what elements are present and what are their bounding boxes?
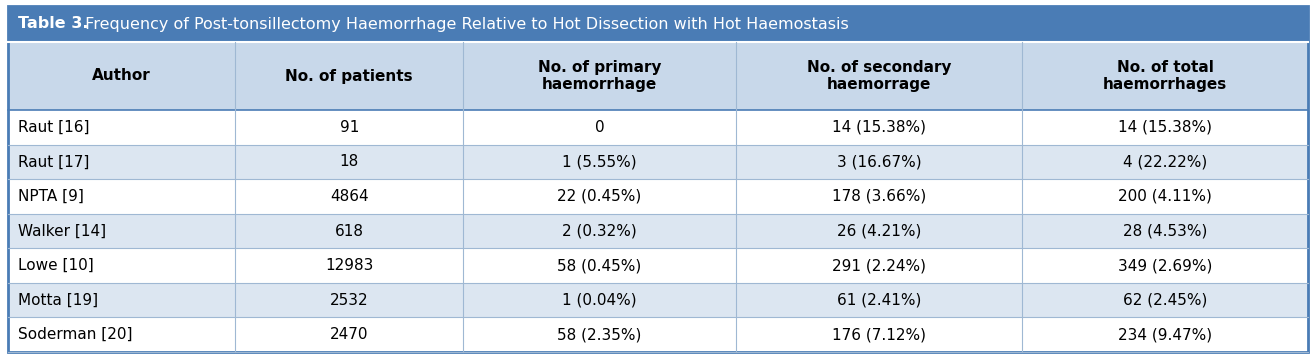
Text: 4864: 4864 bbox=[330, 189, 368, 204]
Text: 349 (2.69%): 349 (2.69%) bbox=[1117, 258, 1212, 273]
Text: Walker [14]: Walker [14] bbox=[18, 223, 107, 238]
Text: 62 (2.45%): 62 (2.45%) bbox=[1123, 292, 1207, 308]
Text: 26 (4.21%): 26 (4.21%) bbox=[837, 223, 921, 238]
Text: 178 (3.66%): 178 (3.66%) bbox=[832, 189, 926, 204]
Text: Frequency of Post-tonsillectomy Haemorrhage Relative to Hot Dissection with Hot : Frequency of Post-tonsillectomy Haemorrh… bbox=[80, 16, 849, 32]
Text: 291 (2.24%): 291 (2.24%) bbox=[832, 258, 926, 273]
Bar bbox=[8, 248, 1308, 283]
Text: 4 (22.22%): 4 (22.22%) bbox=[1123, 154, 1207, 169]
Text: 61 (2.41%): 61 (2.41%) bbox=[837, 292, 921, 308]
Text: NPTA [9]: NPTA [9] bbox=[18, 189, 84, 204]
Text: No. of secondary
haemorrage: No. of secondary haemorrage bbox=[807, 60, 951, 92]
Text: 176 (7.12%): 176 (7.12%) bbox=[832, 327, 926, 342]
Bar bbox=[8, 214, 1308, 248]
Bar bbox=[8, 179, 1308, 214]
Text: 14 (15.38%): 14 (15.38%) bbox=[832, 120, 926, 135]
Text: No. of patients: No. of patients bbox=[286, 68, 413, 83]
Bar bbox=[8, 110, 1308, 145]
Text: 200 (4.11%): 200 (4.11%) bbox=[1119, 189, 1212, 204]
Text: 0: 0 bbox=[595, 120, 604, 135]
Text: Table 3.: Table 3. bbox=[18, 16, 88, 32]
Text: 58 (2.35%): 58 (2.35%) bbox=[557, 327, 642, 342]
Text: Raut [16]: Raut [16] bbox=[18, 120, 89, 135]
Text: 618: 618 bbox=[334, 223, 363, 238]
Text: 1 (0.04%): 1 (0.04%) bbox=[562, 292, 637, 308]
Text: 12983: 12983 bbox=[325, 258, 374, 273]
Text: 28 (4.53%): 28 (4.53%) bbox=[1123, 223, 1207, 238]
Text: Soderman [20]: Soderman [20] bbox=[18, 327, 133, 342]
Text: 234 (9.47%): 234 (9.47%) bbox=[1117, 327, 1212, 342]
Text: 91: 91 bbox=[340, 120, 359, 135]
Text: 3 (16.67%): 3 (16.67%) bbox=[837, 154, 921, 169]
Text: 1 (5.55%): 1 (5.55%) bbox=[562, 154, 637, 169]
Text: 2532: 2532 bbox=[330, 292, 368, 308]
Text: 58 (0.45%): 58 (0.45%) bbox=[558, 258, 642, 273]
Bar bbox=[8, 145, 1308, 179]
Text: 2470: 2470 bbox=[330, 327, 368, 342]
Text: Raut [17]: Raut [17] bbox=[18, 154, 89, 169]
Text: No. of total
haemorrhages: No. of total haemorrhages bbox=[1103, 60, 1227, 92]
Text: 2 (0.32%): 2 (0.32%) bbox=[562, 223, 637, 238]
Bar bbox=[8, 42, 1308, 110]
Text: No. of primary
haemorrhage: No. of primary haemorrhage bbox=[538, 60, 661, 92]
Bar bbox=[8, 318, 1308, 352]
Text: 14 (15.38%): 14 (15.38%) bbox=[1119, 120, 1212, 135]
Text: Lowe [10]: Lowe [10] bbox=[18, 258, 93, 273]
Text: 22 (0.45%): 22 (0.45%) bbox=[558, 189, 642, 204]
Text: 18: 18 bbox=[340, 154, 359, 169]
Bar bbox=[8, 283, 1308, 318]
Text: Author: Author bbox=[92, 68, 151, 83]
Bar bbox=[8, 6, 1308, 42]
Text: Motta [19]: Motta [19] bbox=[18, 292, 99, 308]
